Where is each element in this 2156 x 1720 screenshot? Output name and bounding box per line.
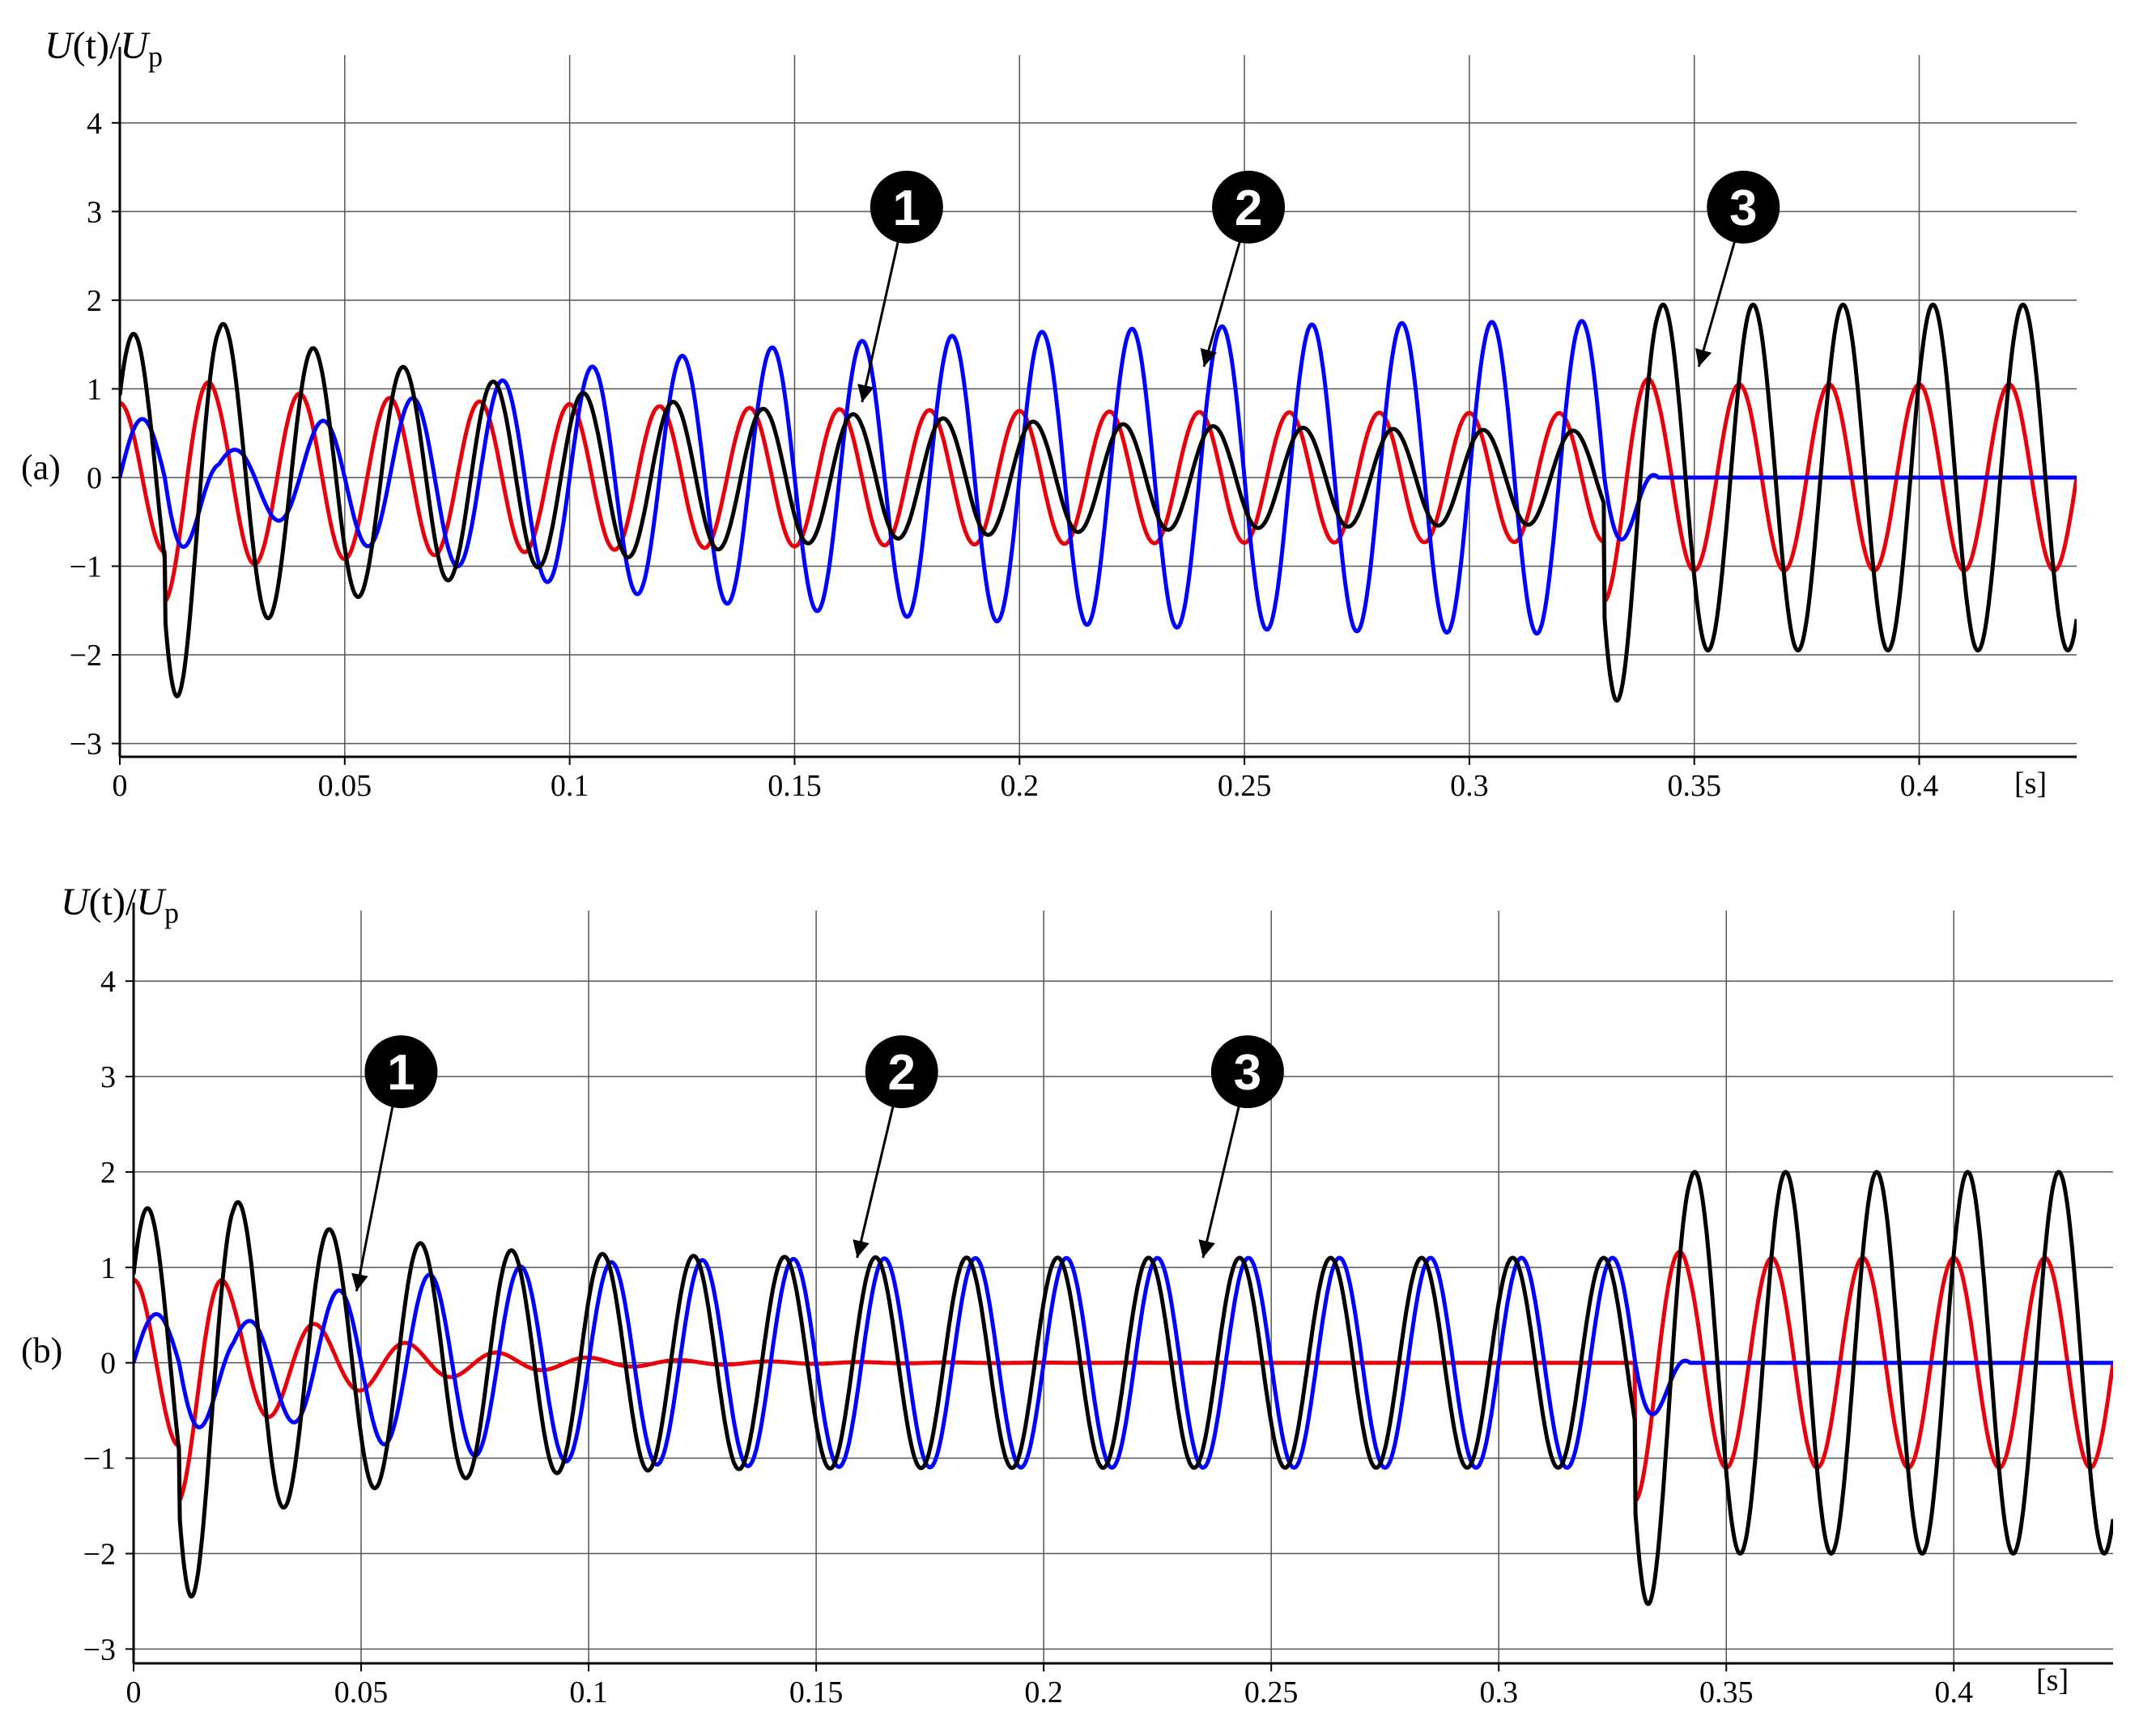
marker-label: 1 [893,180,921,236]
marker-arrow [853,1103,895,1259]
panel-label: (b) [21,1331,62,1370]
marker-badge [1212,170,1286,244]
y-tick-label: 0 [100,1347,116,1381]
x-tick-label: 0.35 [1667,769,1721,803]
marker-label: 2 [887,1045,915,1101]
panel-label: (a) [21,448,61,487]
marker-label: 1 [387,1045,415,1101]
y-axis-label: U(t)/Up [61,881,179,929]
marker-badge [1210,1035,1284,1109]
y-tick-label: 3 [100,1060,116,1094]
y-tick-label: 1 [87,372,102,406]
x-tick-label: 0.25 [1244,1675,1299,1709]
x-tick-label: 0.25 [1218,769,1272,803]
series-line-1 [134,1250,2113,1503]
x-tick-label: 0.3 [1450,769,1489,803]
y-tick-label: 2 [87,284,102,318]
marker-label: 3 [1234,1045,1261,1101]
marker-arrow [1695,239,1737,367]
x-tick-label: 0.15 [768,769,822,803]
marker-arrow [857,239,900,403]
x-tick-label: 0.05 [318,769,372,803]
x-tick-label: 0 [113,769,128,803]
y-tick-label: −2 [83,1537,116,1571]
x-tick-label: 0 [126,1675,142,1709]
series-line-2 [120,319,2077,636]
y-tick-label: −3 [70,728,102,762]
x-tick-label: 0.05 [334,1675,389,1709]
y-tick-label: 3 [87,195,102,229]
marker-arrow [351,1103,394,1292]
marker-label: 3 [1729,180,1757,236]
panel-a: U(t)/Up (a) [s] 0 0.05 0.1 0.15 0.2 0.25 0.3 0.… [21,24,2077,803]
y-tick-label: −3 [83,1633,116,1667]
y-tick-label: −1 [70,550,102,584]
y-tick-label: 4 [87,107,102,141]
marker-badge [865,1035,938,1109]
y-tick-label: 1 [100,1251,116,1285]
y-axis-label: U(t)/Up [45,24,163,73]
x-axis-unit: [s] [2036,1663,2069,1697]
x-tick-label: 0.4 [1935,1675,1974,1709]
x-tick-label: 0.15 [789,1675,844,1709]
series-line-2 [134,1255,2113,1470]
x-tick-label: 0.1 [551,769,589,803]
y-tick-label: 4 [100,965,116,999]
marker-arrow [1198,1103,1241,1259]
y-tick-label: 0 [87,461,102,495]
x-tick-label: 0.1 [569,1675,608,1709]
y-tick-label: −2 [70,639,102,673]
y-tick-label: 2 [100,1156,116,1190]
x-tick-label: 0.35 [1699,1675,1754,1709]
y-tick-label: −1 [83,1442,116,1476]
panel-b: U(t)/Up (b) [s] 0 0.05 0.1 0.15 0.2 0.25 0.3 0.… [21,881,2113,1709]
x-axis-unit: [s] [2014,767,2047,801]
marker-label: 2 [1235,180,1262,236]
x-tick-label: 0.2 [1024,1675,1063,1709]
x-tick-label: 0.3 [1479,1675,1518,1709]
marker-arrow [1200,239,1242,367]
x-tick-label: 0.2 [1001,769,1040,803]
series-line-3 [120,302,2077,703]
marker-badge [1707,170,1780,244]
marker-badge [364,1035,438,1109]
marker-badge [870,170,943,244]
series-line-3 [134,1170,2113,1607]
x-tick-label: 0.4 [1900,769,1939,803]
